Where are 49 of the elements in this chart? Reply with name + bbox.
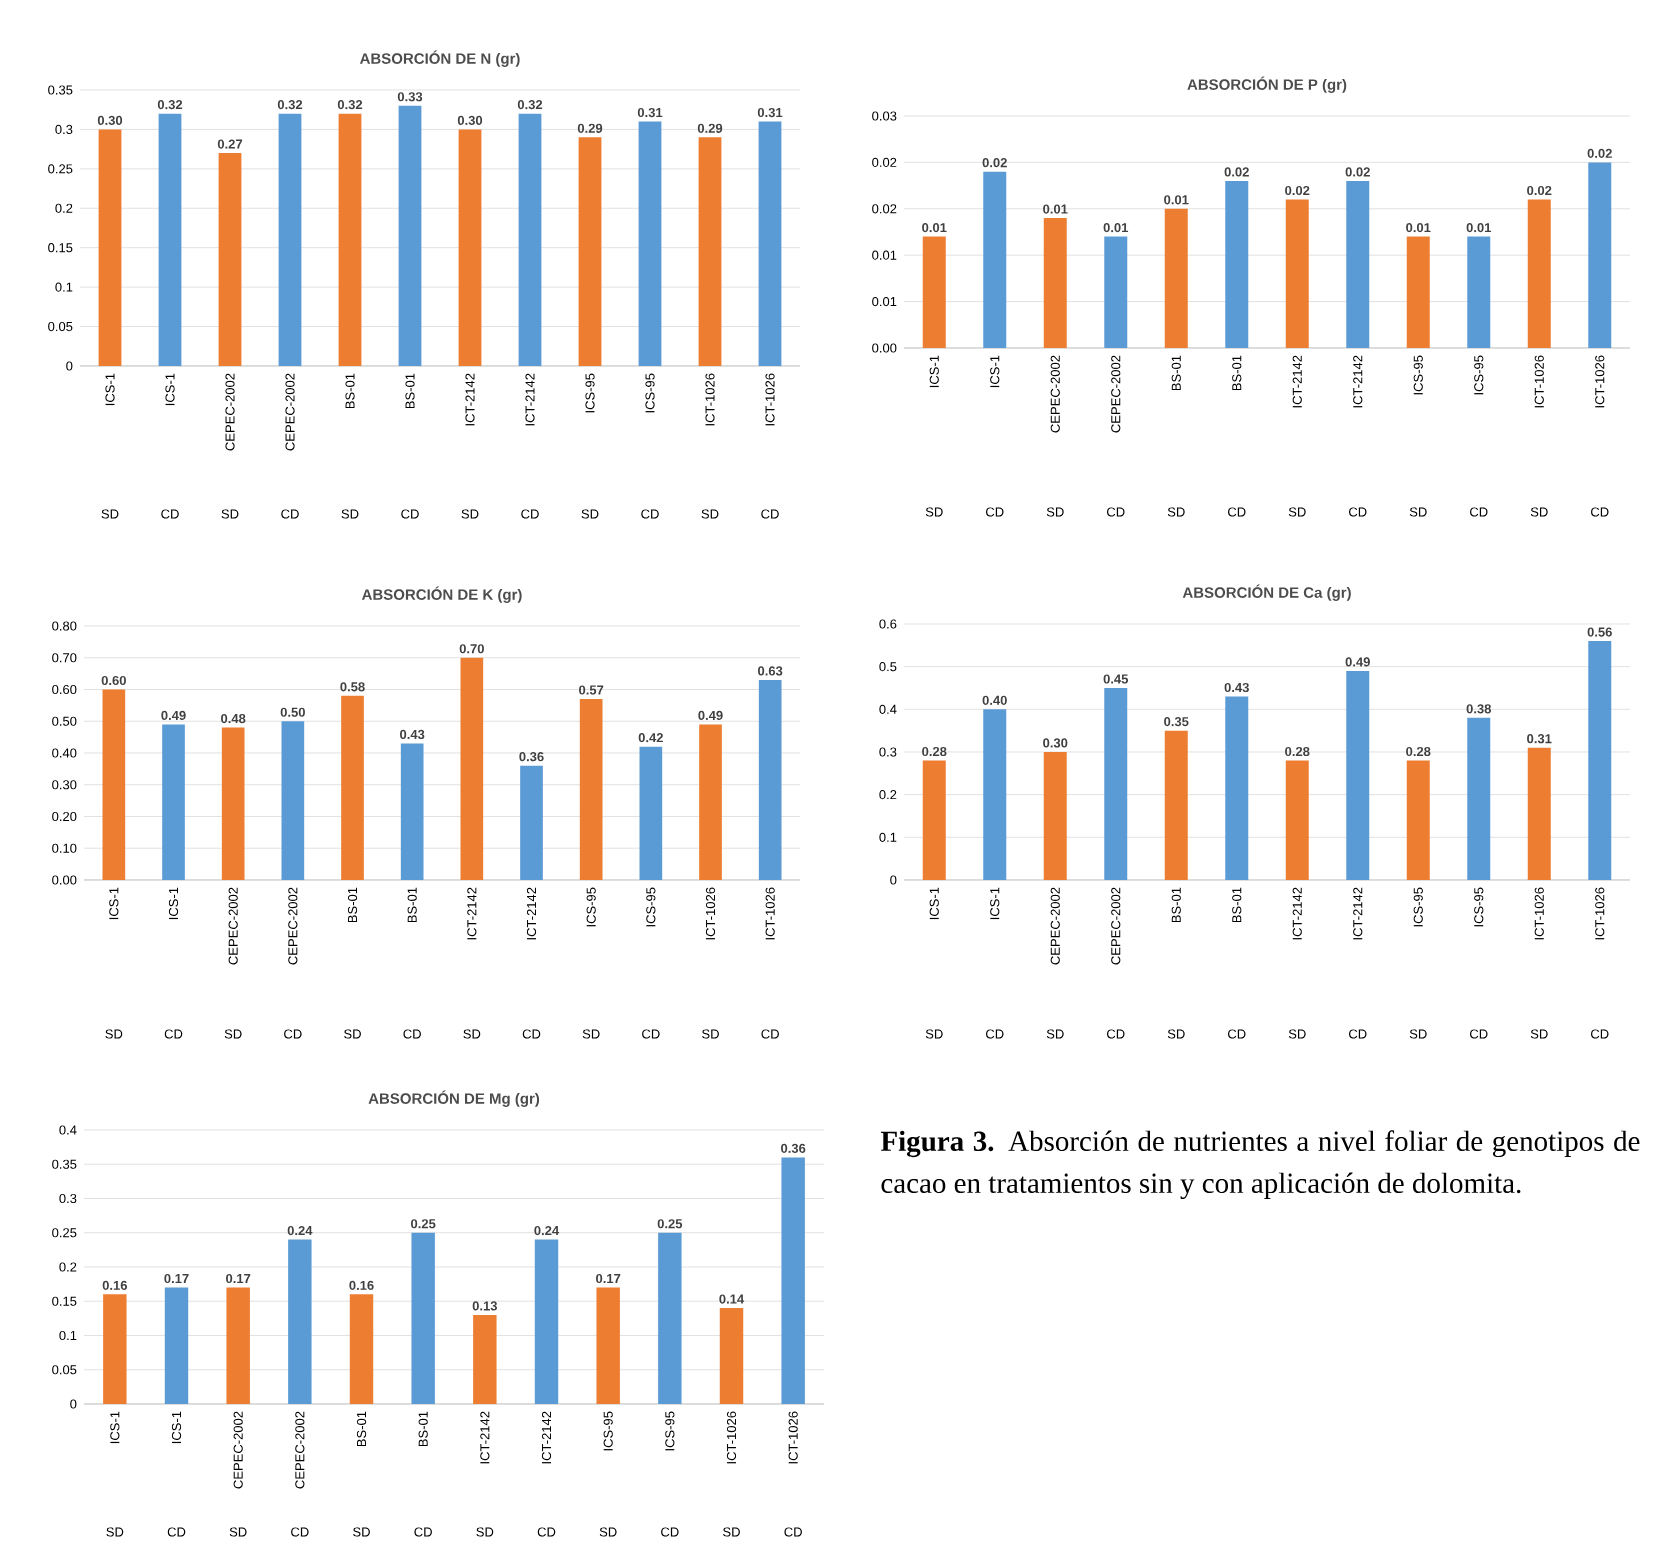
bar (103, 1294, 127, 1404)
bar (400, 743, 424, 880)
bar (102, 689, 126, 880)
bar (534, 1239, 559, 1404)
bar (579, 699, 603, 880)
bar (226, 1287, 250, 1404)
bar (281, 721, 305, 880)
bar (1225, 696, 1249, 880)
bar (1104, 236, 1128, 348)
bar (162, 724, 185, 880)
bar (1225, 180, 1249, 348)
bar (1527, 747, 1551, 880)
bar (639, 746, 663, 880)
bar (983, 171, 1007, 348)
bar (1588, 641, 1612, 880)
bar (411, 1232, 435, 1404)
bar (288, 1239, 312, 1404)
bar (719, 1308, 744, 1404)
bar (658, 1232, 682, 1404)
bar (520, 765, 543, 880)
bar (349, 1294, 374, 1404)
bar (164, 1287, 189, 1404)
bar (699, 724, 722, 880)
bar (781, 1157, 805, 1404)
bar (460, 657, 484, 880)
bar (1164, 730, 1188, 880)
bar (1406, 236, 1430, 348)
bar (1527, 199, 1551, 348)
bar (473, 1314, 497, 1404)
bar (758, 679, 782, 880)
bar (1043, 218, 1067, 348)
text: Figura 3. Absorción de nutrientes a nivel foliar de genotipos de cacao en tratamientos sin y con aplicación de dolomita. (880, 1130, 1640, 1200)
bar (341, 695, 364, 880)
bar (1346, 670, 1370, 880)
bar (1104, 687, 1128, 880)
bar (1164, 208, 1188, 348)
bar (922, 760, 946, 880)
bar (1406, 760, 1430, 880)
bar (1467, 236, 1491, 348)
bar (1285, 199, 1309, 348)
bar (221, 727, 245, 880)
bar (1588, 162, 1612, 348)
bar (1043, 751, 1067, 880)
bar (1467, 717, 1491, 880)
bar (1346, 180, 1370, 348)
bar (596, 1287, 620, 1404)
bar (1285, 760, 1309, 880)
bar (922, 236, 946, 348)
bar (983, 709, 1007, 880)
